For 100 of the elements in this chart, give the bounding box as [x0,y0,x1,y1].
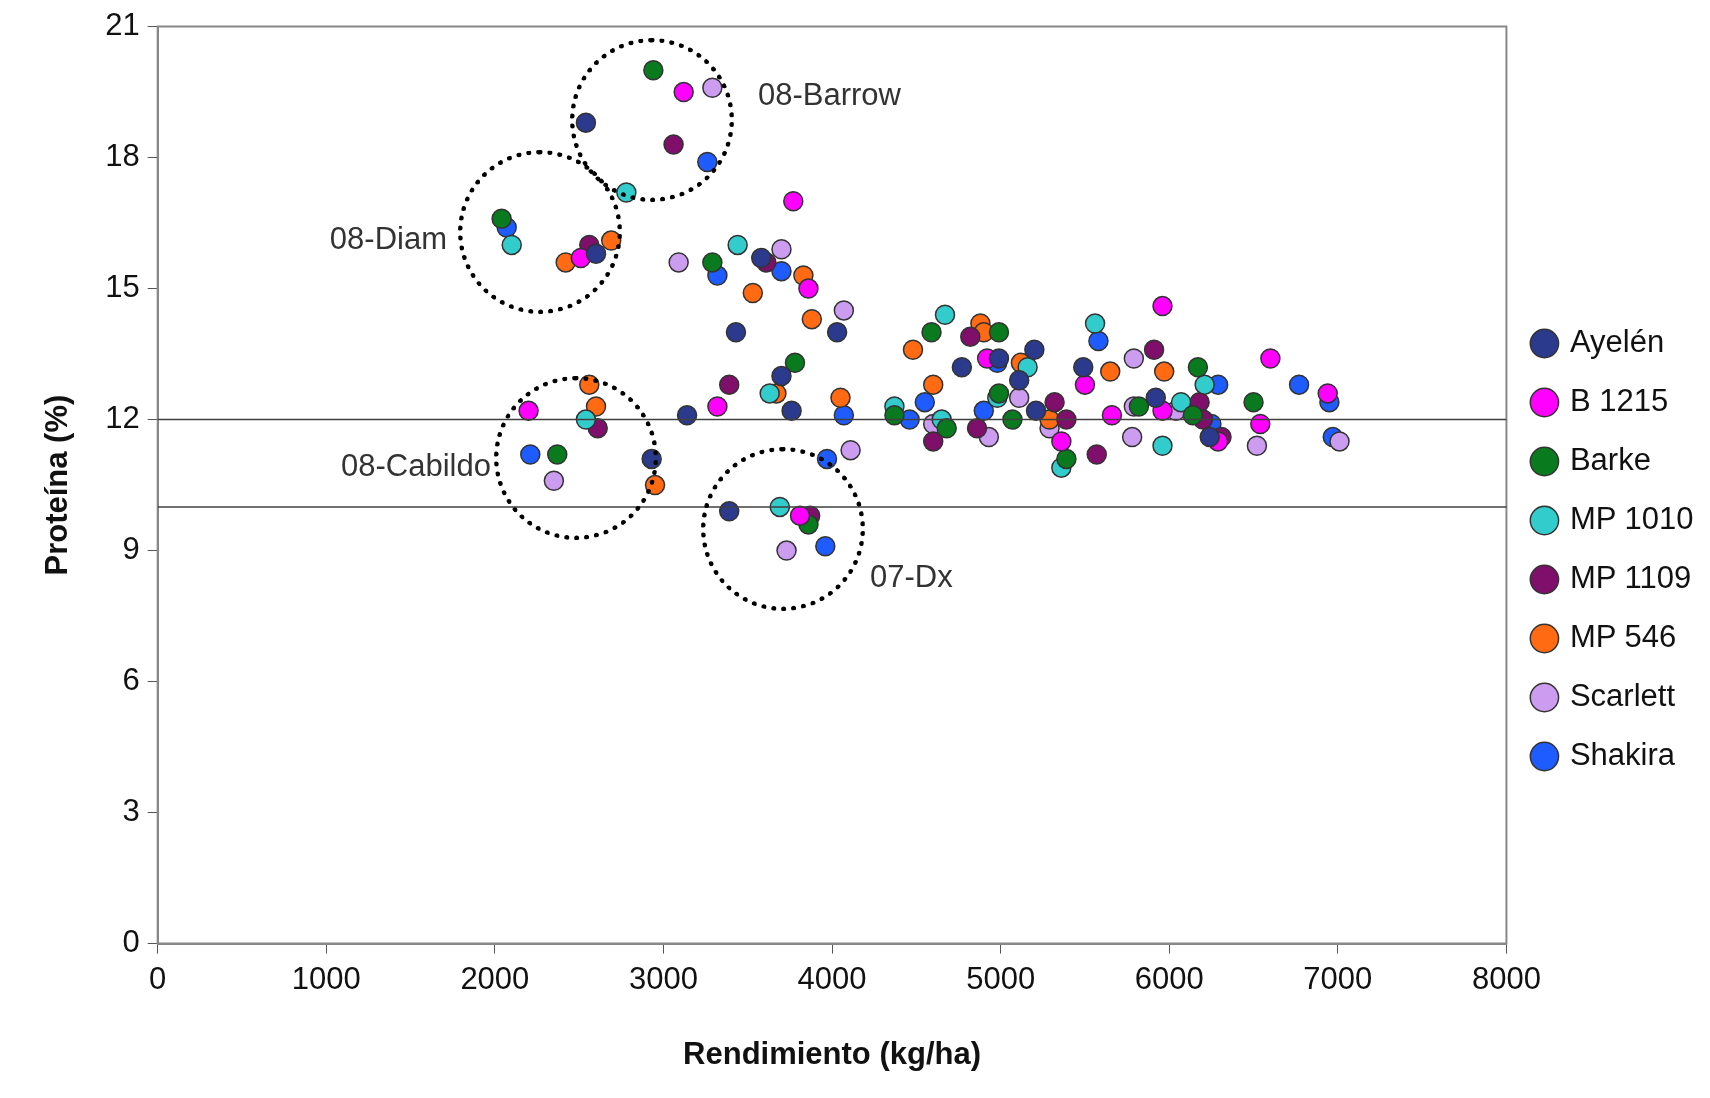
point [1182,404,1204,426]
point [1008,387,1030,409]
point [833,300,855,321]
point [1288,374,1310,395]
point [1123,348,1145,369]
point [575,112,597,133]
point [585,243,607,264]
point [1153,361,1175,382]
point [789,505,811,526]
point [914,391,936,413]
point [1008,370,1030,391]
point [643,60,664,81]
y-tick-label: 9 [122,531,140,567]
point [673,81,694,103]
legend-label: Barke [1569,442,1651,478]
point [973,400,995,422]
x-tick-label: 1000 [291,960,361,996]
point [966,418,988,439]
point [815,535,836,557]
x-tick-label: 5000 [966,960,1036,996]
point [1101,404,1123,426]
point [1099,361,1121,382]
point [771,239,792,260]
point [1329,431,1350,452]
x-tick-label: 3000 [628,960,698,996]
point [826,322,848,343]
y-tick-label: 6 [122,662,140,698]
point [960,326,981,347]
legend-label: Ayelén [1569,324,1665,360]
point [951,356,973,378]
point [783,191,804,212]
point [518,400,539,422]
point [1250,413,1271,435]
point [1317,383,1338,404]
point [1056,448,1077,470]
point [663,134,684,155]
legend-label: Scarlett [1569,678,1676,714]
legend-label: MP 1010 [1569,501,1694,537]
point [1145,387,1166,409]
legend-label: B 1215 [1569,383,1669,419]
point [1024,339,1045,360]
point [798,278,819,299]
y-axis-title: Proteína (%) [39,394,75,576]
annotation: 08-Barrow [758,76,902,112]
point [1088,330,1109,352]
point [750,247,772,269]
point [921,322,942,343]
y-tick-label: 3 [122,793,140,829]
point [1152,435,1173,457]
point [547,444,568,465]
x-axis-title: Rendimiento (kg/ha) [683,1035,982,1071]
y-tick-label: 21 [105,7,140,43]
point [1074,374,1096,395]
point [491,208,512,229]
point [801,308,823,330]
point [1194,374,1215,395]
annotation: 08-Cabildo [341,447,491,483]
point [830,387,851,409]
point [884,404,905,426]
point [668,252,689,273]
annotation: 08-Diam [329,220,447,256]
x-tick-label: 8000 [1471,960,1541,996]
x-tick-label: 7000 [1303,960,1373,996]
point [1056,409,1077,430]
point [771,260,792,282]
point [501,234,522,256]
x-tick-label: 2000 [460,960,530,996]
point [1084,313,1106,334]
x-tick-label: 6000 [1134,960,1204,996]
legend-label: Shakira [1569,737,1676,773]
legend-label: MP 1109 [1569,560,1692,596]
point [702,77,723,98]
point [1051,431,1072,452]
annotation: 07-Dx [870,558,954,594]
point [702,252,723,273]
y-tick-label: 12 [105,400,140,436]
point [988,348,1010,369]
point [936,418,957,439]
point [1187,356,1209,378]
x-tick-label: 0 [149,960,167,996]
point [575,409,597,430]
point [1170,391,1192,413]
point [707,396,728,417]
point [1243,391,1264,413]
point [543,470,565,491]
point [934,304,956,326]
point [988,383,1010,404]
point [1025,400,1047,422]
legend-label: MP 546 [1569,619,1677,655]
point [520,444,541,465]
point [1121,426,1143,448]
point [922,431,944,452]
point [1086,444,1107,465]
point [718,374,740,395]
point [697,151,718,173]
point [840,439,861,461]
point [725,322,747,343]
point [1073,356,1094,378]
point [1260,348,1281,369]
point [727,234,748,256]
